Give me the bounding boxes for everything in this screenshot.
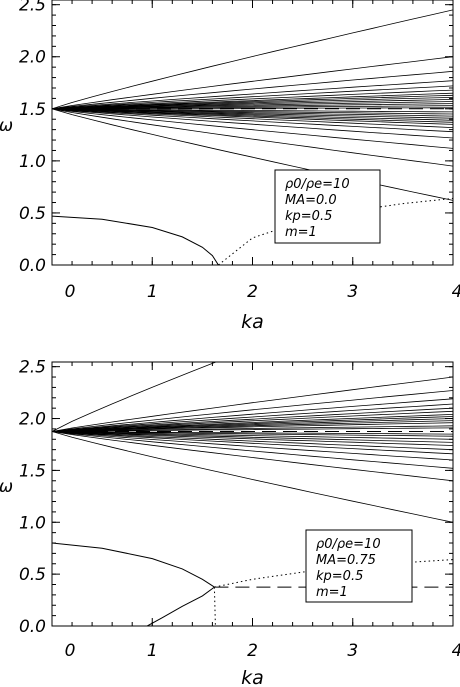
fan-line-22 xyxy=(52,108,453,133)
x-tick-label-3: 3 xyxy=(347,282,358,302)
y-tick-label-1: 0.5 xyxy=(19,565,46,585)
x-tick-label-4: 4 xyxy=(452,282,460,302)
x-axis-label: ka xyxy=(241,311,264,333)
fan-line-20 xyxy=(52,431,453,455)
y-tick-label-4: 2.0 xyxy=(19,48,46,68)
x-tick-label-3: 3 xyxy=(347,641,358,661)
fan-line-21 xyxy=(52,108,453,128)
fan-line-5 xyxy=(52,407,453,432)
x-tick-label-2: 2 xyxy=(247,282,258,302)
fan-line-23 xyxy=(52,431,453,482)
bottom-panel: 0.0 0.5 1.0 1.5 2.0 2.5 0 1 2 3 4 ka ω ρ0/ρe=10MA=0.7… xyxy=(0,358,460,687)
fan-line-18 xyxy=(52,431,453,446)
y-tick-label-0: 0.0 xyxy=(19,617,46,637)
fan-line-22 xyxy=(52,431,453,469)
fan-line-13 xyxy=(52,427,453,432)
dotted-curve-3 xyxy=(213,587,216,626)
fan-line-23 xyxy=(52,108,453,139)
plot-area xyxy=(52,9,453,265)
fan-line-8 xyxy=(52,97,453,110)
solid-curve-0 xyxy=(52,542,215,588)
fan-line-17 xyxy=(52,108,453,119)
fan-line-0 xyxy=(52,9,453,110)
x-tick-label-4: 4 xyxy=(452,641,460,661)
fan-line-11 xyxy=(52,103,453,110)
x-tick-label-1: 1 xyxy=(147,641,158,661)
x-tick-label-0: 0 xyxy=(65,282,76,302)
solid-curve-0 xyxy=(52,215,219,265)
y-axis-label: ω xyxy=(0,477,13,497)
fan-line-11 xyxy=(52,422,453,432)
plot-frame xyxy=(51,0,454,266)
fan-line-25 xyxy=(52,108,453,167)
fan-line-1 xyxy=(52,376,453,432)
y-tick-label-3: 1.5 xyxy=(19,100,46,120)
fan-line-7 xyxy=(52,94,453,110)
fan-line-10 xyxy=(52,420,453,432)
y-tick-label-5: 2.5 xyxy=(19,358,46,378)
fan-line-3 xyxy=(52,80,453,110)
fan-line-4 xyxy=(52,85,453,110)
x-axis-label: ka xyxy=(241,667,264,687)
fan-line-4 xyxy=(52,403,453,432)
y-tick-label-2: 1.0 xyxy=(19,152,46,172)
x-tick-label-2: 2 xyxy=(247,641,258,661)
y-tick-label-2: 1.0 xyxy=(19,513,46,533)
fan-line-24 xyxy=(52,431,453,523)
y-tick-label-5: 2.5 xyxy=(19,0,46,16)
fan-line-16 xyxy=(52,431,453,440)
y-tick-label-3: 1.5 xyxy=(19,461,46,481)
legend-line-3: m=1 xyxy=(316,585,348,600)
legend-line-1: MA=0.0 xyxy=(285,193,337,208)
fan-line-26 xyxy=(52,108,453,201)
fan-line-1 xyxy=(52,56,453,110)
legend-line-3: m=1 xyxy=(285,225,317,240)
y-tick-label-1: 0.5 xyxy=(19,204,46,224)
y-axis-label: ω xyxy=(0,116,13,136)
legend-line-0: ρ0/ρe=10 xyxy=(285,177,350,192)
legend-line-1: MA=0.75 xyxy=(316,553,376,568)
fan-line-17 xyxy=(52,431,453,443)
y-tick-label-4: 2.0 xyxy=(19,410,46,430)
fan-line-24 xyxy=(52,108,453,149)
fan-line-2 xyxy=(52,70,453,110)
fan-line-18 xyxy=(52,108,453,121)
legend-box xyxy=(305,529,413,603)
legend-line-2: kp=0.5 xyxy=(316,569,363,584)
fan-line-12 xyxy=(52,425,453,432)
legend-box xyxy=(274,169,381,244)
fan-line-20 xyxy=(52,108,453,125)
fan-line-21 xyxy=(52,431,453,461)
y-tick-label-0: 0.0 xyxy=(19,256,46,276)
fan-line-15 xyxy=(52,108,453,115)
top-panel: 0.0 0.5 1.0 1.5 2.0 2.5 0 1 2 3 4 ka ω ρ0/ρe=10MA=0.0… xyxy=(0,0,460,333)
fan-line-0 xyxy=(52,362,218,432)
fan-line-7 xyxy=(52,414,453,432)
x-tick-label-1: 1 xyxy=(147,282,158,302)
legend-line-0: ρ0/ρe=10 xyxy=(316,537,381,552)
fan-line-2 xyxy=(52,390,453,432)
fan-line-5 xyxy=(52,89,453,110)
legend-line-2: kp=0.5 xyxy=(285,209,332,224)
x-tick-label-0: 0 xyxy=(65,641,76,661)
fan-line-15 xyxy=(52,431,453,437)
solid-curve-1 xyxy=(146,586,215,626)
fan-line-3 xyxy=(52,398,453,432)
fan-line-19 xyxy=(52,431,453,451)
fan-line-6 xyxy=(52,410,453,432)
